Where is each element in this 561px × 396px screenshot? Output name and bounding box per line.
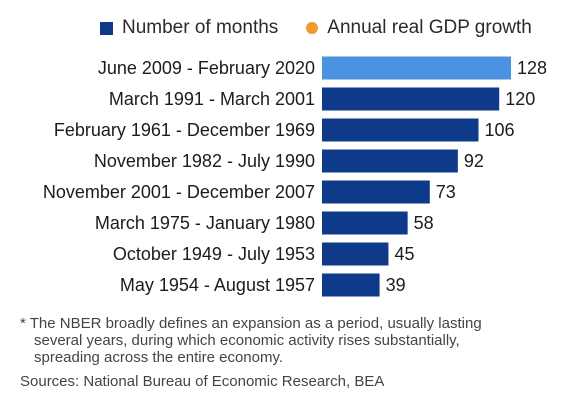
footnote: * The NBER broadly defines an expansion … xyxy=(20,315,540,366)
bar[interactable] xyxy=(322,211,408,235)
bar[interactable] xyxy=(322,56,511,80)
legend-swatch-number-of-months xyxy=(100,21,113,35)
category-label: March 1975 - January 1980 xyxy=(95,213,315,233)
legend-label-number-of-months: Number of months xyxy=(122,17,279,38)
bar-value-label: 128 xyxy=(517,58,547,78)
legend: Number of months Annual real GDP growth xyxy=(100,14,532,42)
bar[interactable] xyxy=(322,242,389,266)
bar-chart-plot: June 2009 - February 2020 128 March 1991 -… xyxy=(43,56,547,297)
footnote-line: spreading across the entire economy. xyxy=(34,349,284,366)
legend-item-annual-real-gdp-growth[interactable]: Annual real GDP growth xyxy=(306,17,532,39)
category-label: March 1991 - March 2001 xyxy=(109,89,315,109)
category-label: November 1982 - July 1990 xyxy=(94,151,315,171)
bar[interactable] xyxy=(322,118,479,142)
footnote-line: * The NBER broadly defines an expansion … xyxy=(20,315,482,332)
bar[interactable] xyxy=(322,180,430,204)
bar-value-label: 92 xyxy=(464,151,484,171)
bar-value-label: 39 xyxy=(386,275,406,295)
bar-value-label: 45 xyxy=(394,244,414,264)
category-label: October 1949 - July 1953 xyxy=(113,244,315,264)
source-note: Sources: National Bureau of Economic Res… xyxy=(20,373,385,390)
bar[interactable] xyxy=(322,273,380,297)
legend-swatch-annual-real-gdp-growth xyxy=(306,22,319,34)
category-label: November 2001 - December 2007 xyxy=(43,182,315,202)
category-label: May 1954 - August 1957 xyxy=(120,275,315,295)
bar-value-label: 120 xyxy=(505,89,535,109)
legend-item-number-of-months[interactable]: Number of months xyxy=(100,17,278,39)
bar-value-label: 58 xyxy=(414,213,434,233)
bar[interactable] xyxy=(322,87,500,111)
category-label: February 1961 - December 1969 xyxy=(54,120,315,140)
legend-label-annual-real-gdp-growth: Annual real GDP growth xyxy=(327,17,532,38)
bar-value-label: 106 xyxy=(485,120,515,140)
bar-value-label: 73 xyxy=(436,182,456,202)
footnote-line: several years, during which economic act… xyxy=(34,332,460,349)
bar[interactable] xyxy=(322,149,458,173)
category-label: June 2009 - February 2020 xyxy=(98,58,315,78)
